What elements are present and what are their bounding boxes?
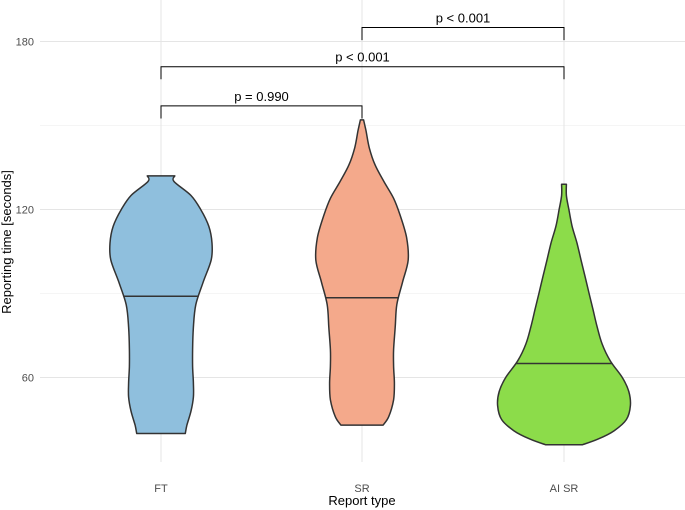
comparison-bracket — [160, 66, 565, 80]
comparison-bracket — [160, 105, 363, 119]
violin-ai-sr — [496, 183, 632, 446]
y-tick-label: 60 — [22, 373, 34, 385]
violins — [108, 119, 632, 446]
y-axis-title: Reporting time [seconds] — [0, 170, 14, 314]
y-tick-label: 180 — [16, 37, 34, 49]
violin-ft — [108, 175, 214, 435]
x-axis-title: Report type — [328, 493, 395, 508]
p-value-label: p < 0.001 — [335, 50, 390, 65]
y-tick-label: 120 — [16, 205, 34, 217]
comparison-bracket — [361, 27, 565, 41]
x-tick-label: SR — [354, 483, 369, 495]
tick-labels: 60 120 180 FT SR AI SR — [16, 37, 579, 496]
p-value-label: p = 0.990 — [234, 89, 289, 104]
significance-brackets: p = 0.990 p < 0.001 p < 0.001 — [160, 11, 565, 119]
x-tick-label: FT — [154, 483, 168, 495]
p-value-label: p < 0.001 — [436, 11, 491, 26]
x-tick-label: AI SR — [550, 483, 579, 495]
violin-sr — [314, 119, 410, 426]
